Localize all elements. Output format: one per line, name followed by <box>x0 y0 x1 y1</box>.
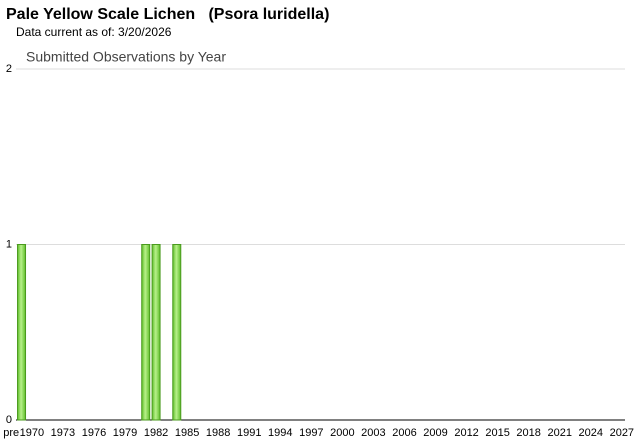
x-tick-label: 2000 <box>330 427 354 439</box>
x-tick-label: 2006 <box>392 427 416 439</box>
x-tick-label: 2015 <box>485 427 509 439</box>
page-title: Pale Yellow Scale Lichen (Psora luridell… <box>6 6 329 23</box>
x-tick-label: 1988 <box>206 427 230 439</box>
x-tick-label: 2027 <box>610 427 634 439</box>
x-tick-label: 1997 <box>299 427 323 439</box>
x-tick-label: 2021 <box>547 427 571 439</box>
bar <box>172 244 182 421</box>
data-date: Data current as of: 3/20/2026 <box>16 25 172 39</box>
y-tick-label: 1 <box>6 238 12 250</box>
bar <box>17 244 27 421</box>
bar <box>141 244 151 421</box>
x-tick-label: 2003 <box>361 427 385 439</box>
x-tick-label: pre <box>3 427 19 439</box>
x-tick-label: 1970 <box>20 427 44 439</box>
x-tick-label: 2009 <box>423 427 447 439</box>
x-tick-label: 2024 <box>579 427 603 439</box>
chart-title: Submitted Observations by Year <box>26 49 226 65</box>
x-tick-label: 1985 <box>175 427 199 439</box>
x-tick-label: 2012 <box>454 427 478 439</box>
x-tick-label: 2018 <box>516 427 540 439</box>
x-tick-label: 1973 <box>51 427 75 439</box>
x-tick-label: 1982 <box>144 427 168 439</box>
x-tick-label: 1991 <box>237 427 261 439</box>
x-tick-label: 1994 <box>268 427 292 439</box>
y-tick-label: 0 <box>6 414 12 426</box>
x-tick-label: 1979 <box>113 427 137 439</box>
y-tick-label: 2 <box>6 63 12 75</box>
x-tick-label: 1976 <box>82 427 106 439</box>
bar <box>151 244 161 421</box>
